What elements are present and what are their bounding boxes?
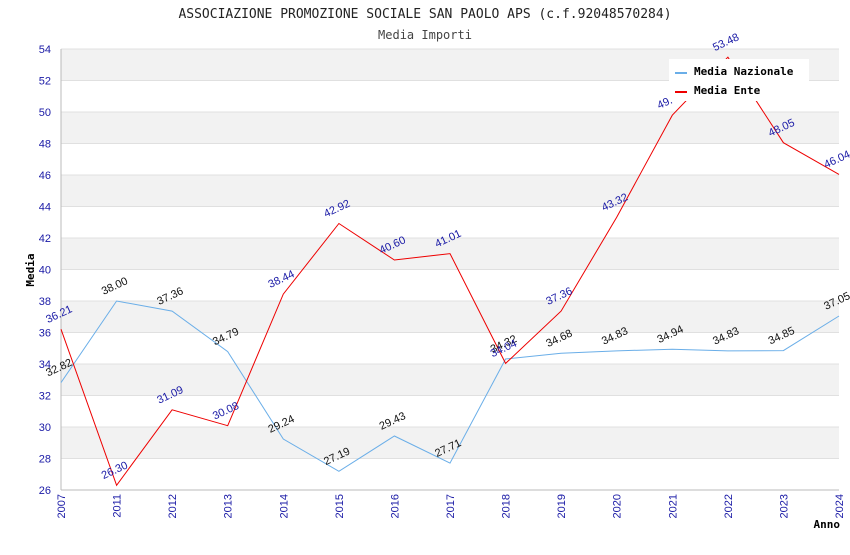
- x-tick-2024: 2024: [834, 494, 846, 518]
- y-tick-42: 42: [39, 233, 51, 245]
- x-tick-2011: 2011: [112, 494, 124, 518]
- x-tick-labels: 2007 2011 2012 2013 2014 2015 2016 2017 2018 2019…: [56, 494, 846, 518]
- y-tick-38: 38: [39, 296, 51, 308]
- x-tick-2022: 2022: [723, 494, 735, 518]
- y-tick-26: 26: [39, 485, 51, 497]
- data-label-nazionale-2011: 38.00: [100, 275, 130, 298]
- x-tick-2007: 2007: [56, 494, 68, 518]
- y-tick-52: 52: [39, 76, 51, 88]
- legend: Media Nazionale Media Ente: [669, 59, 809, 101]
- y-tick-48: 48: [39, 139, 51, 151]
- band-44: [61, 175, 839, 207]
- y-tick-30: 30: [39, 422, 51, 434]
- data-label-ente-2013: 30.08: [211, 400, 241, 423]
- y-tick-labels: 26 28 30 32 34 36 38 40 42 44 46 48 50 52 54: [39, 44, 51, 497]
- x-tick-2012: 2012: [167, 494, 179, 518]
- x-tick-2015: 2015: [334, 494, 346, 518]
- data-label-ente-2014: 38.44: [266, 268, 296, 291]
- data-label-ente-2011: 26.30: [100, 459, 130, 482]
- chart-subtitle: Media Importi: [378, 28, 472, 42]
- y-tick-46: 46: [39, 170, 51, 182]
- y-tick-28: 28: [39, 454, 51, 466]
- chart-title: ASSOCIAZIONE PROMOZIONE SOCIALE SAN PAOL…: [178, 7, 671, 22]
- band-36: [61, 301, 839, 333]
- y-axis-label: Media: [24, 253, 37, 286]
- series-line-nazionale: [60, 300, 840, 472]
- band-48: [61, 112, 839, 144]
- band-28: [61, 427, 839, 459]
- legend-box: [669, 59, 809, 101]
- y-tick-36: 36: [39, 328, 51, 340]
- y-tick-40: 40: [39, 265, 51, 277]
- background-bands: [61, 49, 839, 459]
- x-tick-2017: 2017: [445, 494, 457, 518]
- data-label-ente-2024: 46.04: [822, 149, 850, 172]
- y-tick-34: 34: [39, 359, 51, 371]
- x-tick-2014: 2014: [278, 494, 290, 518]
- x-tick-2019: 2019: [556, 494, 568, 518]
- y-tick-50: 50: [39, 107, 51, 119]
- band-32: [61, 364, 839, 396]
- axes: [60, 49, 839, 491]
- legend-label-ente: Media Ente: [694, 84, 761, 97]
- y-tick-32: 32: [39, 391, 51, 403]
- x-tick-2020: 2020: [612, 494, 624, 518]
- legend-label-nazionale: Media Nazionale: [694, 65, 794, 78]
- x-tick-2018: 2018: [501, 494, 513, 518]
- x-tick-2016: 2016: [389, 494, 401, 518]
- x-tick-2021: 2021: [667, 494, 679, 518]
- y-tick-44: 44: [39, 202, 51, 214]
- x-axis-label: Anno: [814, 518, 841, 531]
- x-tick-2023: 2023: [778, 494, 790, 518]
- y-tick-54: 54: [39, 44, 51, 56]
- x-tick-2013: 2013: [223, 494, 235, 518]
